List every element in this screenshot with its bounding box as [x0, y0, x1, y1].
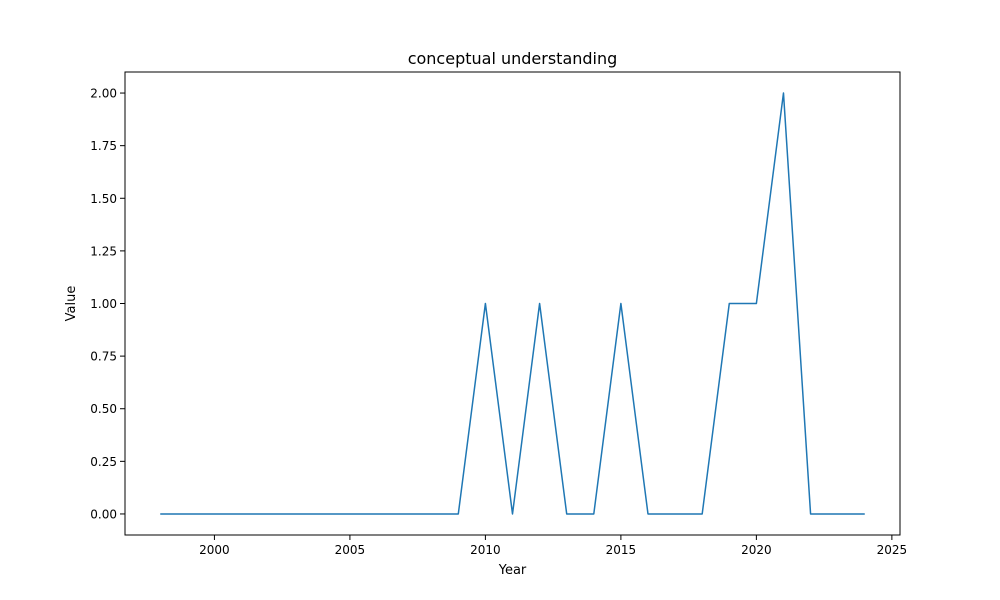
- y-axis-label: Value: [64, 286, 79, 322]
- y-tick-label: 0.75: [90, 350, 117, 364]
- x-axis: 2000 2005 2010 2015 2020 2025: [199, 535, 907, 557]
- y-tick-label: 1.00: [90, 297, 117, 311]
- y-tick-label: 1.75: [90, 139, 117, 153]
- y-tick-label: 1.25: [90, 244, 117, 258]
- y-axis: 0.00 0.25 0.50 0.75 1.00 1.25 1.50 1.75 2.00: [90, 87, 125, 521]
- y-tick-label: 2.00: [90, 87, 117, 101]
- y-tick-label: 0.50: [90, 402, 117, 416]
- x-tick-label: 2000: [199, 543, 230, 557]
- x-axis-label: Year: [498, 563, 527, 578]
- y-tick-label: 1.50: [90, 192, 117, 206]
- x-tick-label: 2020: [741, 543, 772, 557]
- chart-title: conceptual understanding: [408, 49, 618, 68]
- y-tick-label: 0.25: [90, 455, 117, 469]
- plot-area: [160, 92, 865, 515]
- x-tick-label: 2010: [470, 543, 501, 557]
- y-tick-label: 0.00: [90, 507, 117, 521]
- x-tick-label: 2025: [877, 543, 908, 557]
- series-line-0: [160, 92, 865, 515]
- x-tick-label: 2005: [335, 543, 366, 557]
- x-tick-label: 2015: [606, 543, 637, 557]
